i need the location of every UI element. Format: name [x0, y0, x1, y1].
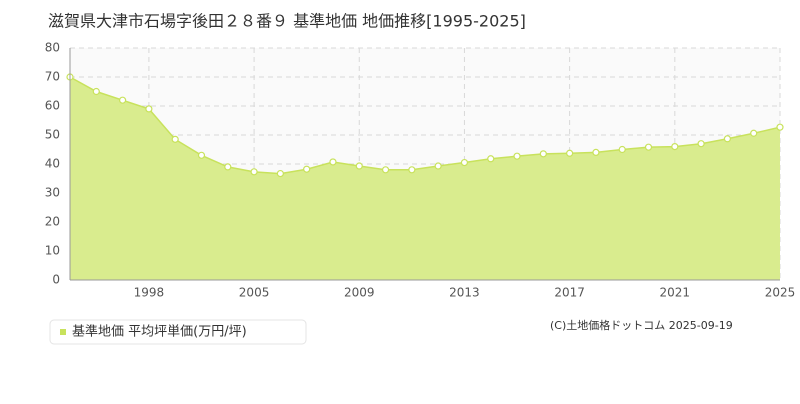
- point: [329, 158, 337, 166]
- point: [750, 129, 758, 137]
- point: [381, 166, 390, 174]
- x-tick-label: 2017: [554, 286, 585, 300]
- x-tick-label: 2025: [765, 286, 796, 300]
- y-tick-label: 30: [45, 186, 60, 200]
- point: [513, 152, 521, 160]
- point: [355, 162, 363, 170]
- point: [487, 155, 495, 163]
- area: [70, 77, 780, 280]
- point: [566, 149, 574, 157]
- y-tick-label: 70: [45, 70, 60, 84]
- y-tick-label: 0: [52, 273, 60, 287]
- chart-title: 滋賀県大津市石場字後田２８番９ 基準地価 地価推移[1995-2025]: [48, 12, 526, 31]
- point: [171, 135, 179, 143]
- y-tick-label: 40: [45, 157, 60, 171]
- y-tick-label: 20: [45, 215, 60, 229]
- legend-label: 基準地価 平均坪単価(万円/坪): [72, 324, 247, 340]
- point: [539, 150, 547, 158]
- x-tick-label: 2009: [344, 286, 375, 300]
- point: [303, 165, 311, 173]
- point: [276, 169, 284, 178]
- legend-box: [49, 319, 307, 345]
- point: [118, 96, 127, 104]
- y-tick-label: 10: [45, 244, 60, 258]
- point: [434, 162, 442, 170]
- y-tick-label: 50: [45, 128, 60, 142]
- point: [224, 163, 232, 171]
- y-tick-label: 60: [45, 99, 60, 113]
- point: [460, 158, 469, 167]
- legend-swatch: [60, 329, 66, 335]
- x-tick-label: 2021: [660, 286, 691, 300]
- point: [618, 145, 626, 154]
- point: [250, 168, 258, 176]
- point: [408, 166, 416, 174]
- point: [697, 140, 705, 148]
- point: [776, 123, 784, 131]
- point: [592, 148, 600, 156]
- copyright: (C)土地価格ドットコム 2025-09-19: [550, 318, 733, 332]
- point: [92, 87, 100, 96]
- y-tick-label: 80: [45, 41, 60, 55]
- x-tick-label: 2013: [449, 286, 480, 300]
- point: [145, 105, 153, 113]
- x-tick-label: 2005: [239, 286, 270, 300]
- point: [723, 135, 732, 143]
- point: [644, 143, 653, 151]
- line: [69, 76, 781, 175]
- x-tick-label: 1998: [134, 286, 165, 300]
- point: [671, 143, 679, 151]
- point: [197, 151, 206, 159]
